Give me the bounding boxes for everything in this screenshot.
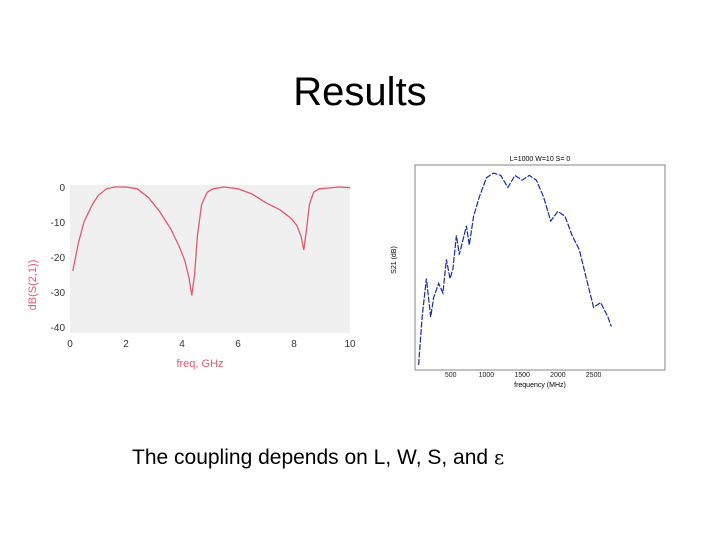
- measured-s21-chart: L=1000 W=10 S= 0 500 1000 1500 2000 2500 S21…: [391, 156, 666, 389]
- y-tick-label: -10: [51, 218, 66, 229]
- x-tick-label: 2000: [550, 372, 566, 379]
- x-axis-label: frequency (MHz): [514, 382, 566, 389]
- caption-text: The coupling depends on L, W, S, and: [132, 446, 494, 469]
- x-tick-label: 1000: [479, 372, 495, 379]
- s21-series-line: [72, 186, 351, 296]
- x-tick-label: 4: [179, 339, 185, 350]
- epsilon-symbol: ε: [493, 445, 505, 469]
- x-tick-label: 0: [67, 339, 73, 350]
- chart-title: L=1000 W=10 S= 0: [510, 156, 571, 163]
- x-tick-label: 2: [123, 339, 129, 350]
- s21-magnitude-chart: 0-10-20-30-400 2 4 6 8 10 dB(S(2,1)) freq, GH…: [27, 183, 356, 370]
- slide-title: Results: [293, 70, 427, 114]
- y-tick-label: -40: [51, 323, 66, 334]
- y-axis-label: S21 (dB): [391, 246, 398, 274]
- x-tick-label: 500: [445, 372, 457, 379]
- x-tick-label: 6: [235, 339, 241, 350]
- plot-background: [70, 185, 350, 333]
- x-tick-label: 2500: [586, 372, 602, 379]
- y-axis-label: dB(S(2,1)): [27, 260, 39, 311]
- measured-series-line: [418, 172, 612, 366]
- x-tick-label: 8: [291, 339, 297, 350]
- x-tick-label: 10: [344, 339, 356, 350]
- plot-frame: [414, 164, 666, 371]
- x-tick-label: 1500: [514, 372, 530, 379]
- slide-caption: The coupling depends on L, W, S, and ε: [132, 445, 504, 470]
- x-axis-label: freq, GHz: [176, 358, 223, 370]
- y-tick-label: -20: [51, 253, 66, 264]
- y-tick-label: -30: [51, 288, 66, 299]
- y-tick-label: 0: [59, 183, 65, 194]
